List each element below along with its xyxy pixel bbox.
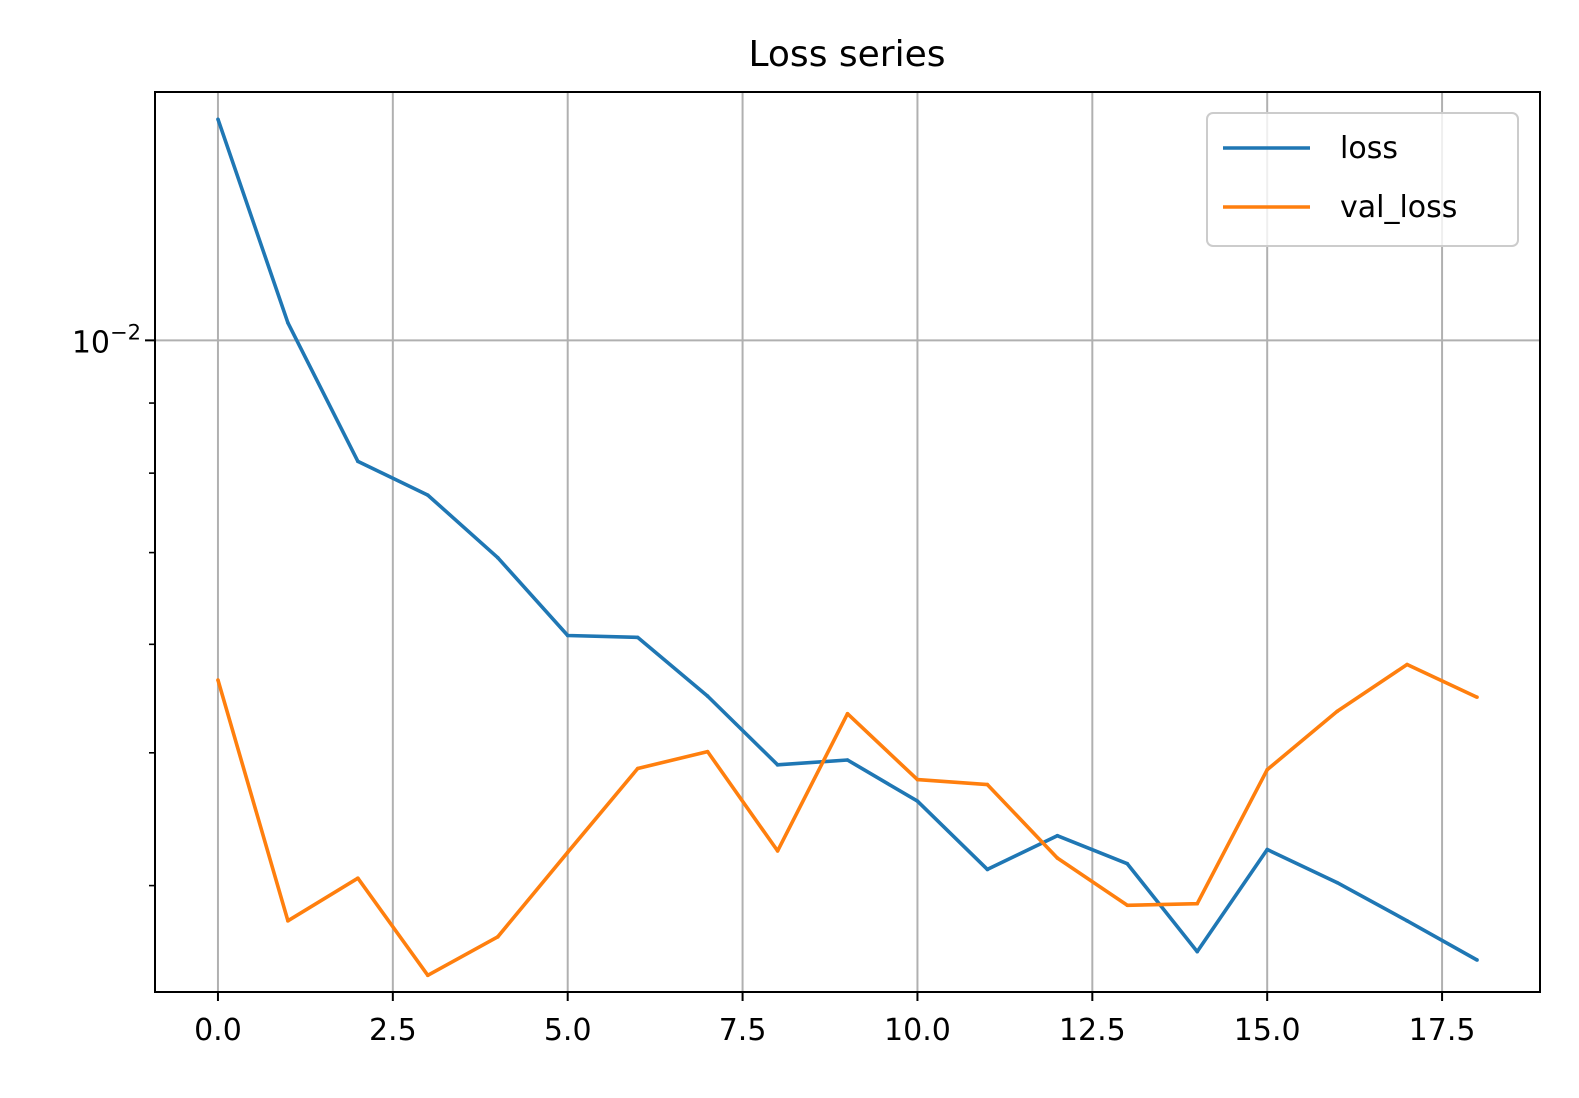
y-tick-label-exponent: −2 [110, 320, 141, 344]
data-point-loss [1475, 958, 1479, 962]
data-point-val_loss [1055, 856, 1060, 860]
x-tick-label: 5.0 [544, 1013, 592, 1048]
data-point-val_loss [495, 935, 500, 939]
data-point-val_loss [635, 766, 640, 771]
data-point-loss [1405, 919, 1409, 923]
data-point-loss [286, 320, 290, 325]
data-point-loss [216, 117, 220, 122]
y-tick-label: 10−2 [72, 320, 141, 360]
x-tick-label: 15.0 [1234, 1013, 1301, 1048]
data-point-loss [495, 555, 500, 560]
data-point-loss [1125, 861, 1130, 866]
data-point-val_loss [1125, 903, 1130, 908]
legend-label-val_loss: val_loss [1340, 190, 1457, 225]
data-point-val_loss [356, 876, 360, 880]
data-point-val_loss [775, 849, 780, 853]
data-point-val_loss [915, 777, 920, 782]
data-point-val_loss [216, 678, 220, 682]
data-point-val_loss [1265, 767, 1269, 772]
x-tick-label: 10.0 [884, 1013, 951, 1048]
data-point-loss [426, 493, 430, 497]
y-tick-label-base: 10 [72, 325, 110, 360]
x-tick-label: 0.0 [194, 1013, 242, 1048]
data-point-loss [985, 867, 990, 872]
x-tick-label: 2.5 [369, 1013, 417, 1048]
data-point-loss [775, 763, 780, 767]
data-point-val_loss [985, 782, 990, 787]
data-point-loss [1335, 880, 1339, 885]
x-tick-label: 17.5 [1409, 1013, 1476, 1048]
data-point-loss [915, 799, 920, 803]
data-point-val_loss [286, 919, 290, 923]
data-point-loss [1055, 833, 1060, 838]
legend-label-loss: loss [1340, 131, 1398, 166]
data-point-loss [705, 694, 710, 698]
data-point-loss [845, 758, 850, 762]
data-point-loss [1195, 949, 1200, 954]
data-point-val_loss [705, 749, 710, 754]
data-point-loss [356, 459, 360, 464]
data-point-val_loss [1335, 709, 1339, 714]
data-point-loss [565, 633, 570, 638]
data-point-val_loss [1195, 901, 1200, 906]
tick-layer: 0.0 2.5 5.0 7.5 10.0 12.5 15.0 17.5 10−2 [72, 320, 1476, 1048]
x-tick-label: 12.5 [1059, 1013, 1126, 1048]
data-point-loss [1265, 847, 1269, 852]
data-point-val_loss [1405, 662, 1409, 667]
x-tick-label: 7.5 [719, 1013, 767, 1048]
chart-title: Loss series [748, 34, 945, 75]
data-point-loss [635, 635, 640, 640]
legend: loss val_loss [1206, 112, 1519, 247]
data-point-val_loss [845, 711, 850, 716]
data-point-val_loss [565, 850, 570, 855]
series-layer [216, 117, 1479, 978]
data-point-val_loss [1475, 695, 1479, 699]
plot-frame [154, 91, 1541, 993]
data-point-val_loss [426, 973, 430, 978]
